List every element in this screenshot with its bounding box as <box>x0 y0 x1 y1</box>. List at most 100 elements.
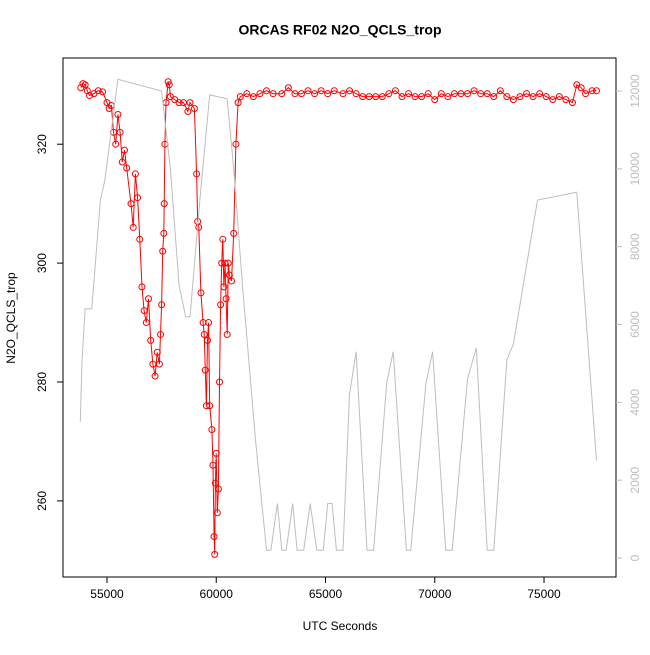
point <box>568 99 576 107</box>
y-tick-label: 280 <box>35 372 49 392</box>
point <box>220 283 228 291</box>
point <box>200 330 208 338</box>
point <box>249 93 257 101</box>
chart-title: ORCAS RF02 N2O_QCLS_trop <box>238 22 441 38</box>
point <box>391 87 399 95</box>
point <box>450 90 458 98</box>
point <box>165 81 173 89</box>
point <box>199 319 207 327</box>
point <box>243 90 251 98</box>
point <box>297 90 305 98</box>
point <box>195 223 203 231</box>
point <box>232 140 240 148</box>
point <box>418 93 426 101</box>
point <box>536 90 544 98</box>
point <box>134 194 142 202</box>
point <box>214 485 222 493</box>
point <box>359 93 367 101</box>
point <box>256 90 264 98</box>
point <box>444 93 452 101</box>
point <box>175 99 183 107</box>
point <box>317 87 325 95</box>
point <box>304 87 312 95</box>
x-tick-label: 65000 <box>309 587 343 601</box>
point <box>158 301 166 309</box>
y-tick-label: 260 <box>35 491 49 511</box>
point <box>529 93 537 101</box>
point <box>577 84 585 92</box>
point <box>94 87 102 95</box>
point <box>202 402 210 410</box>
point <box>164 78 172 86</box>
y-tick-label: 320 <box>35 134 49 154</box>
point <box>218 259 226 267</box>
point <box>490 93 498 101</box>
y-axis-label: N2O_QCLS_trop <box>4 272 18 364</box>
point <box>592 87 600 95</box>
point <box>477 90 485 98</box>
series-line <box>80 81 597 555</box>
point <box>278 90 286 98</box>
point <box>211 550 219 558</box>
point <box>483 90 491 98</box>
point <box>138 283 146 291</box>
point <box>424 90 432 98</box>
point <box>140 307 148 315</box>
point <box>216 378 224 386</box>
point <box>365 93 373 101</box>
point <box>284 84 292 92</box>
point <box>378 93 386 101</box>
point <box>151 372 159 380</box>
point <box>224 259 232 267</box>
y-tick-label: 300 <box>35 253 49 273</box>
point <box>123 164 131 172</box>
point <box>159 247 167 255</box>
point <box>542 93 550 101</box>
point <box>405 90 413 98</box>
point <box>160 200 168 208</box>
x-tick-label: 55000 <box>90 587 124 601</box>
point <box>411 93 419 101</box>
y2-tick-label: 6000 <box>628 311 642 338</box>
point <box>503 93 511 101</box>
point <box>114 110 122 118</box>
point <box>339 90 347 98</box>
y2-tick-label: 8000 <box>628 233 642 260</box>
series-line <box>79 78 597 551</box>
point <box>153 348 161 356</box>
point <box>230 229 238 237</box>
point <box>213 509 221 517</box>
plot-frame <box>62 57 617 578</box>
point <box>437 90 445 98</box>
point <box>372 93 380 101</box>
point <box>155 360 163 368</box>
point <box>464 90 472 98</box>
x-tick-label: 60000 <box>200 587 234 601</box>
y2-tick-label: 2000 <box>628 467 642 494</box>
point <box>222 295 230 303</box>
point <box>549 96 557 104</box>
x-tick-label: 70000 <box>418 587 452 601</box>
point <box>118 158 126 166</box>
point <box>324 90 332 98</box>
point <box>470 87 478 95</box>
x-axis-label: UTC Seconds <box>303 619 378 633</box>
point <box>145 295 153 303</box>
point <box>81 81 89 89</box>
point <box>186 99 194 107</box>
point <box>555 93 563 101</box>
point <box>206 402 214 410</box>
point <box>311 90 319 98</box>
y2-tick-label: 4000 <box>628 389 642 416</box>
point <box>86 91 94 99</box>
point <box>236 93 244 101</box>
point <box>217 301 225 309</box>
point <box>219 235 227 243</box>
point <box>398 93 406 101</box>
point <box>269 90 277 98</box>
point <box>131 170 139 178</box>
point <box>263 87 271 95</box>
point <box>211 479 219 487</box>
